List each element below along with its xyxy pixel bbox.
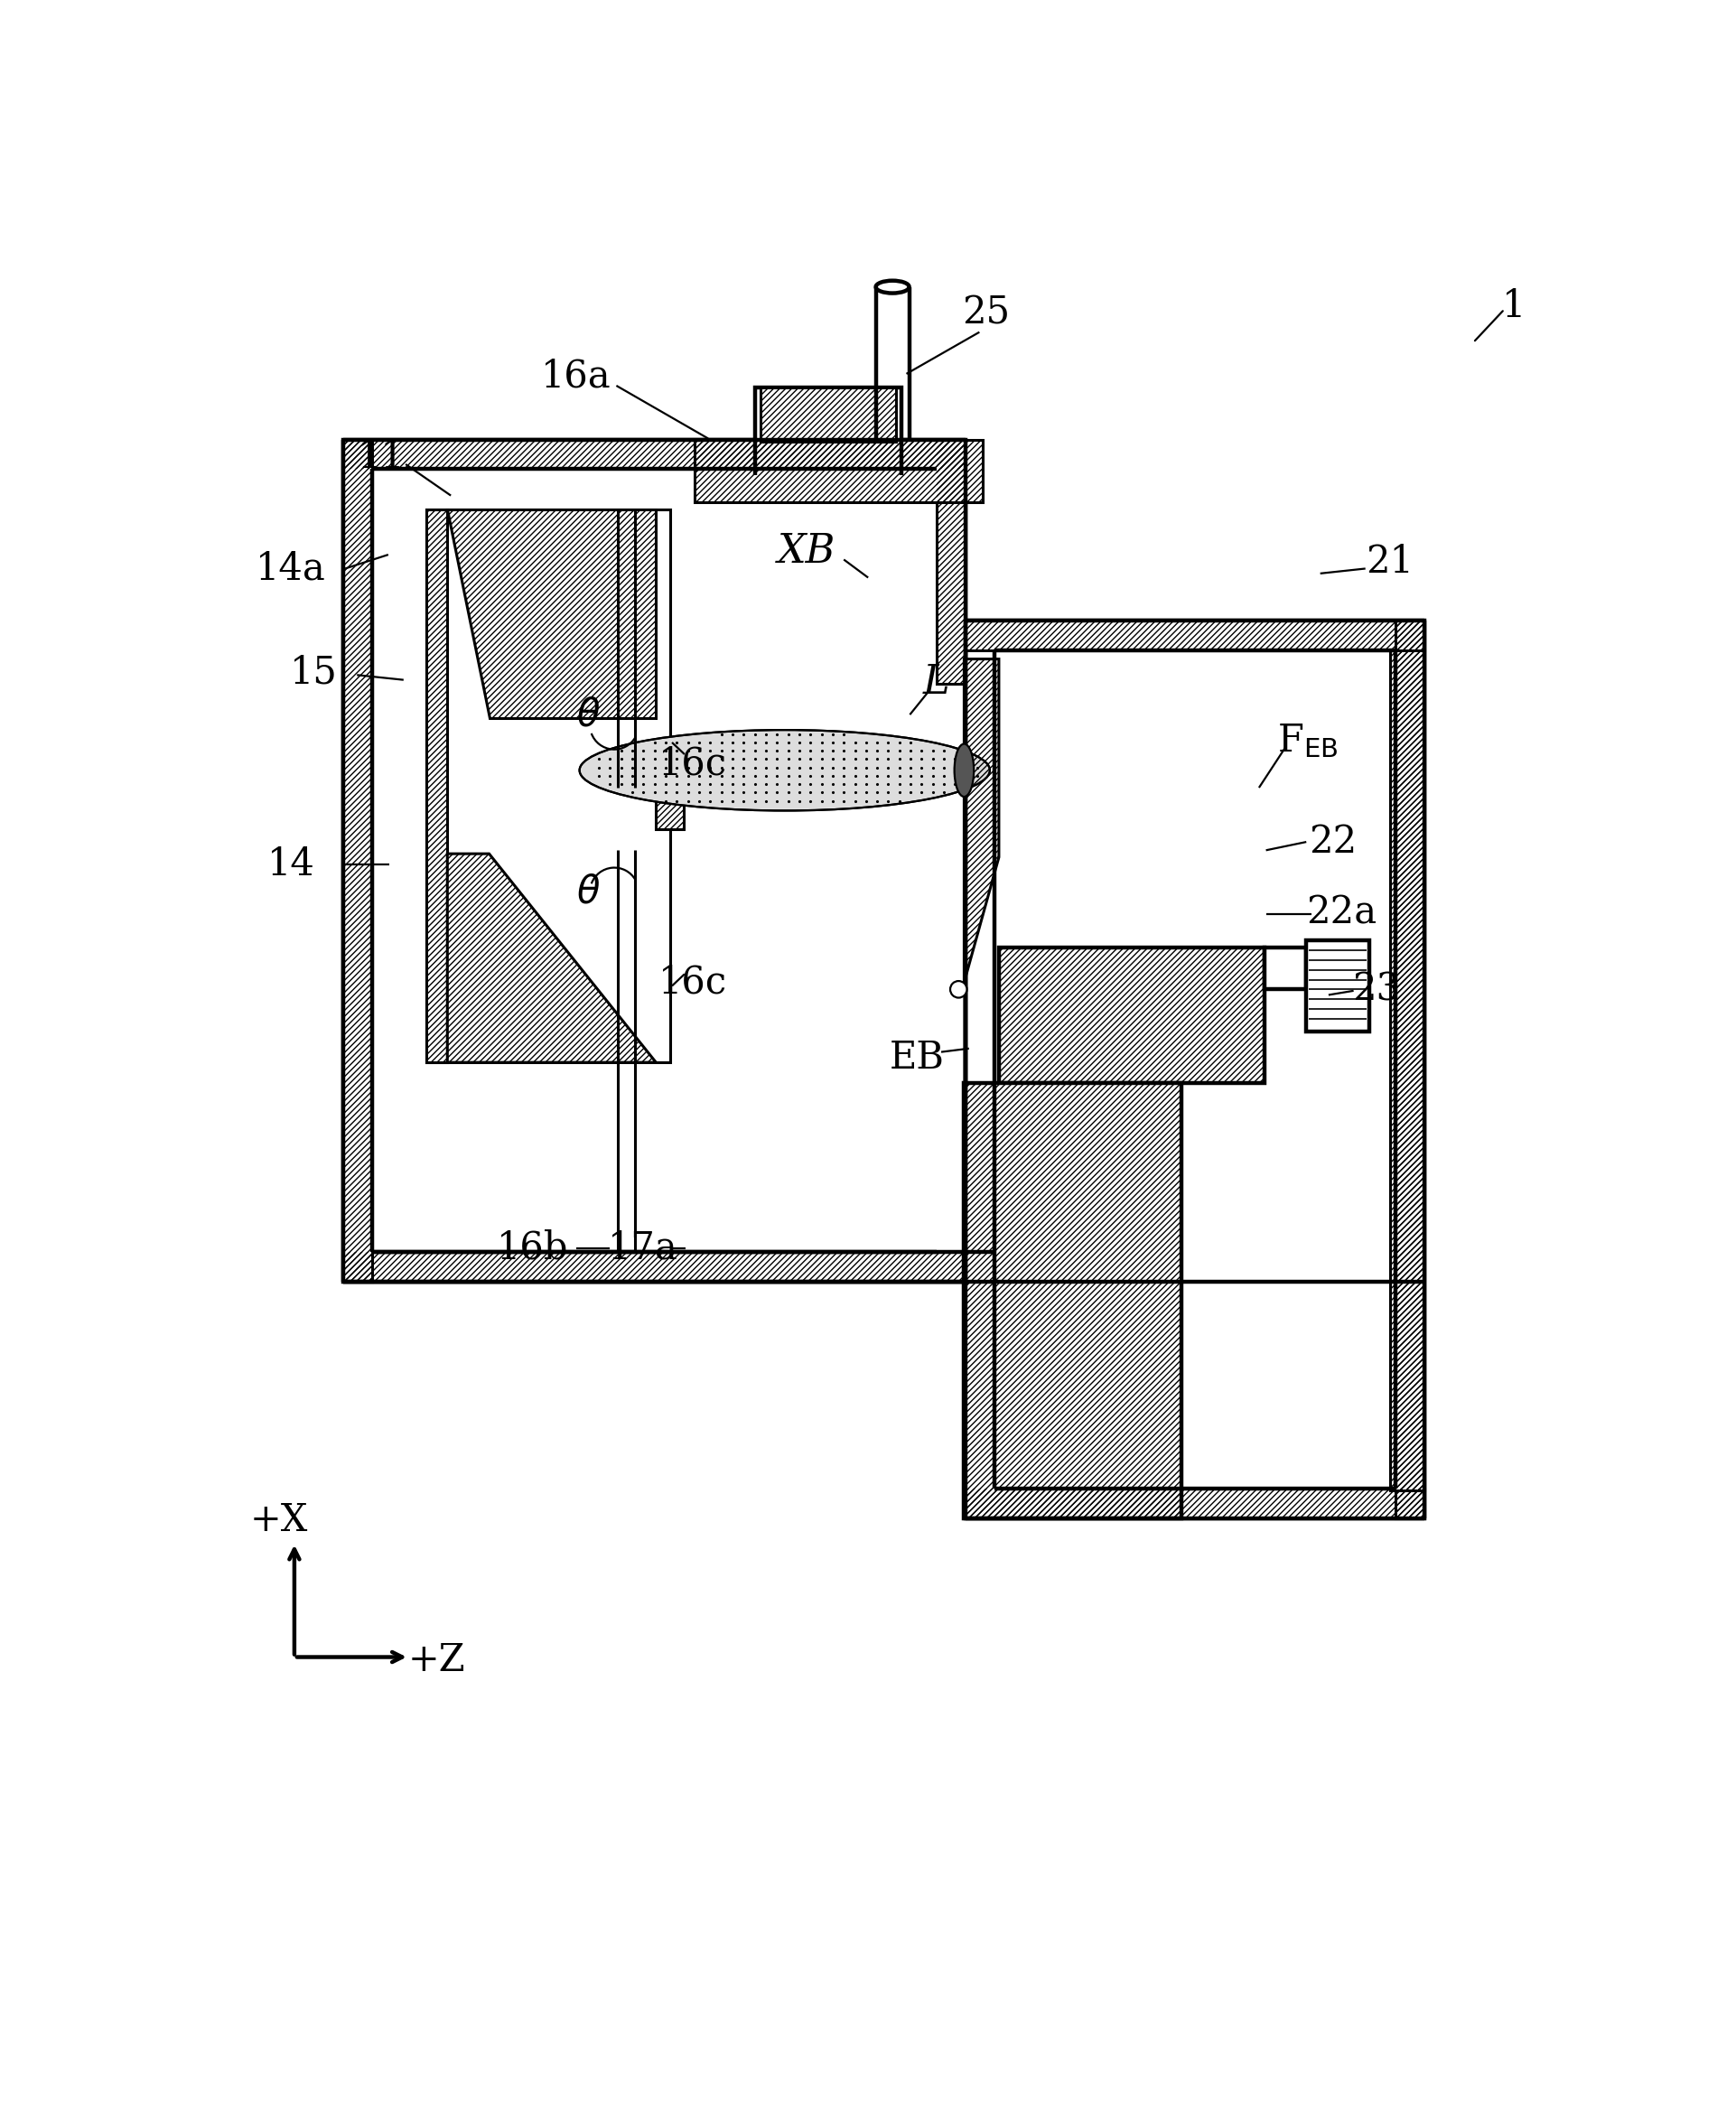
Text: 1: 1 bbox=[1502, 288, 1526, 326]
Bar bbox=[427, 508, 448, 1063]
Text: XB: XB bbox=[778, 532, 837, 571]
Text: 22a: 22a bbox=[1305, 893, 1377, 933]
Bar bbox=[1305, 941, 1370, 1032]
Bar bbox=[1396, 620, 1425, 1517]
Bar bbox=[965, 1490, 1425, 1517]
Text: 14a: 14a bbox=[255, 550, 326, 588]
Bar bbox=[998, 948, 1264, 1084]
Bar bbox=[344, 439, 965, 469]
Bar bbox=[963, 1084, 1180, 1517]
Bar bbox=[936, 439, 965, 683]
Bar bbox=[427, 508, 670, 1063]
Bar bbox=[344, 439, 372, 1282]
Text: 14: 14 bbox=[267, 845, 314, 882]
Bar bbox=[656, 773, 684, 830]
Polygon shape bbox=[448, 508, 656, 719]
Text: 17a: 17a bbox=[608, 1229, 679, 1267]
Text: 16c: 16c bbox=[658, 964, 727, 1002]
Bar bbox=[344, 439, 372, 1282]
Text: $\theta$: $\theta$ bbox=[576, 874, 601, 912]
Bar bbox=[1264, 948, 1305, 990]
Polygon shape bbox=[963, 660, 998, 983]
Text: 16c: 16c bbox=[658, 744, 727, 782]
Bar bbox=[694, 439, 983, 502]
Bar bbox=[1391, 649, 1425, 1490]
Text: 15: 15 bbox=[290, 653, 339, 691]
Bar bbox=[965, 620, 1425, 649]
Bar bbox=[963, 1084, 1180, 1517]
Text: 23: 23 bbox=[1352, 971, 1399, 1008]
Bar bbox=[965, 1490, 1425, 1517]
Circle shape bbox=[950, 981, 967, 998]
Bar bbox=[344, 1252, 965, 1282]
Text: 11: 11 bbox=[358, 439, 404, 477]
Text: +X: +X bbox=[250, 1500, 307, 1540]
Bar bbox=[755, 389, 901, 475]
Bar bbox=[694, 439, 983, 502]
Ellipse shape bbox=[580, 729, 990, 811]
Bar bbox=[760, 389, 896, 441]
Bar bbox=[344, 439, 965, 469]
Text: F$_{\mathrm{EB}}$: F$_{\mathrm{EB}}$ bbox=[1278, 721, 1338, 758]
Bar bbox=[1391, 649, 1425, 1490]
Bar bbox=[760, 389, 896, 441]
Bar bbox=[344, 439, 965, 1282]
Bar bbox=[344, 1252, 965, 1282]
Bar bbox=[427, 508, 448, 1063]
Bar bbox=[1396, 620, 1425, 1517]
Text: 22: 22 bbox=[1309, 824, 1358, 861]
Bar bbox=[965, 620, 1425, 649]
Bar bbox=[936, 439, 965, 683]
Text: 25: 25 bbox=[962, 294, 1010, 332]
Polygon shape bbox=[448, 853, 656, 1063]
Text: EB: EB bbox=[889, 1038, 944, 1076]
Bar bbox=[965, 620, 1425, 1517]
Text: 21: 21 bbox=[1366, 542, 1413, 580]
Text: +Z: +Z bbox=[408, 1641, 465, 1679]
Ellipse shape bbox=[875, 282, 910, 294]
Text: $\theta$: $\theta$ bbox=[576, 695, 601, 733]
Text: L: L bbox=[924, 662, 950, 702]
Text: 16b: 16b bbox=[496, 1229, 569, 1267]
Ellipse shape bbox=[955, 744, 974, 796]
Bar bbox=[656, 773, 684, 830]
Text: 16a: 16a bbox=[542, 357, 611, 395]
Bar bbox=[998, 948, 1264, 1084]
